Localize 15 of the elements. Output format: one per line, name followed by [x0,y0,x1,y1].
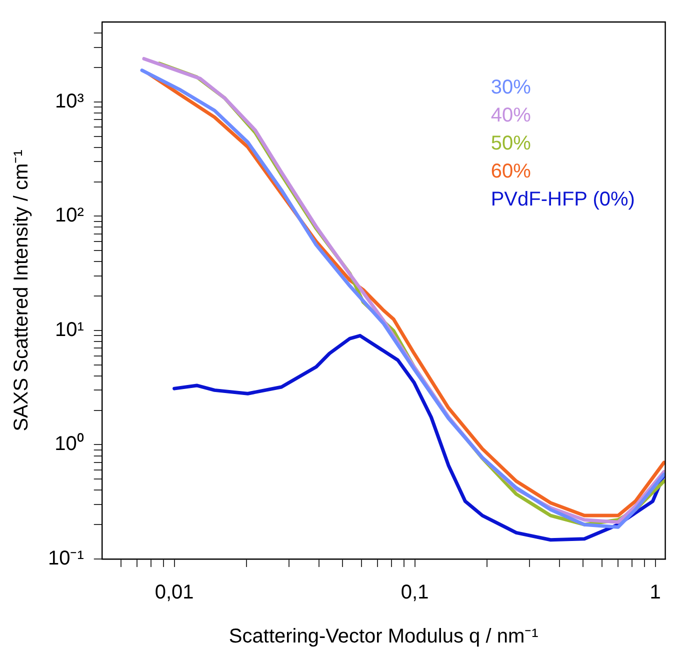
text: PVdF-HFP (0%) [490,188,635,211]
y-tick-label: 10⁰ [54,432,84,456]
text: 40% [490,104,532,127]
y-tick-label: 10¹ [55,318,84,341]
text: 60% [490,160,532,183]
x-axis-title: Scattering-Vector Modulus q / nm⁻¹ [228,626,539,648]
text: 30% [490,76,532,99]
x-tick-label: 0,1 [400,582,429,604]
x-tick-label: 0,01 [154,582,194,604]
y-tick-label: 10³ [55,90,84,112]
y-tick-label: 10² [55,204,84,227]
y-axis-title: SAXS Scattered Intensity / cm⁻¹ [10,149,33,432]
x-tick-label: 1 [650,582,661,604]
y-tick-label: 10⁻¹ [48,548,84,570]
text: 50% [490,132,532,155]
